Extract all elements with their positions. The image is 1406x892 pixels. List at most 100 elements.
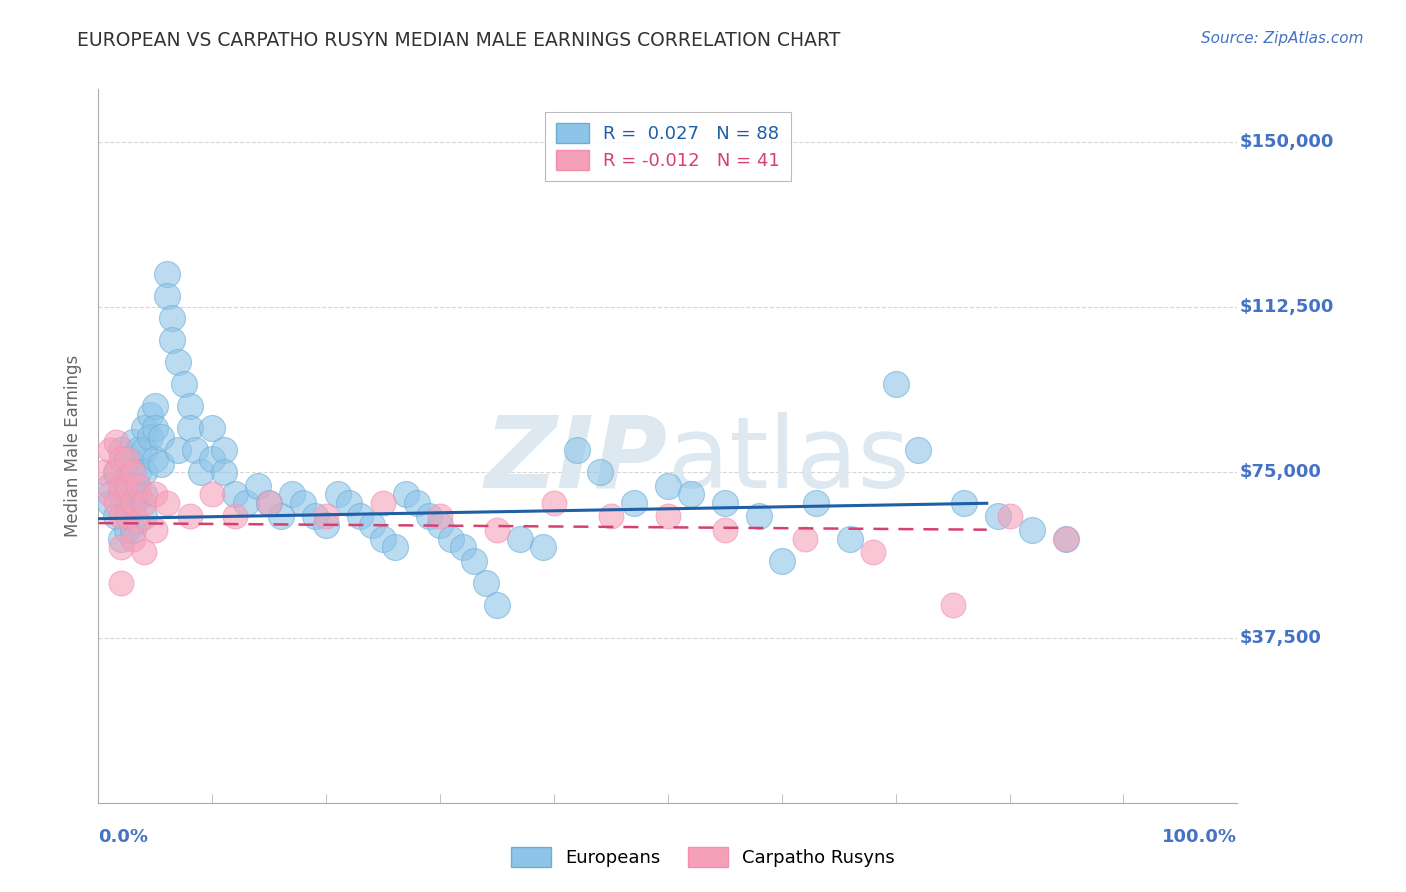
- Point: [127, 466, 149, 480]
- Text: 0.0%: 0.0%: [98, 828, 149, 846]
- Point: [115, 478, 138, 492]
- Point: [201, 421, 224, 435]
- Text: $112,500: $112,500: [1240, 298, 1334, 317]
- Point: [127, 443, 149, 458]
- Point: [224, 509, 246, 524]
- Point: [115, 452, 138, 467]
- Point: [150, 457, 173, 471]
- Legend: R =  0.027   N = 88, R = -0.012   N = 41: R = 0.027 N = 88, R = -0.012 N = 41: [546, 112, 790, 181]
- Point: [987, 509, 1010, 524]
- Point: [907, 443, 929, 458]
- Point: [600, 509, 623, 524]
- Point: [184, 443, 207, 458]
- Point: [326, 487, 349, 501]
- Point: [486, 598, 509, 612]
- Point: [104, 466, 127, 480]
- Point: [104, 466, 127, 480]
- Point: [121, 466, 143, 480]
- Point: [451, 541, 474, 555]
- Point: [486, 523, 509, 537]
- Point: [998, 509, 1021, 524]
- Point: [281, 487, 304, 501]
- Point: [474, 575, 496, 590]
- Point: [179, 400, 201, 414]
- Point: [1021, 523, 1043, 537]
- Point: [360, 518, 382, 533]
- Point: [304, 509, 326, 524]
- Point: [1054, 532, 1078, 546]
- Point: [110, 443, 132, 458]
- Point: [127, 514, 149, 528]
- Point: [138, 430, 160, 444]
- Point: [156, 289, 179, 303]
- Point: [132, 496, 155, 510]
- Point: [371, 532, 394, 546]
- Text: ZIP: ZIP: [485, 412, 668, 508]
- Text: EUROPEAN VS CARPATHO RUSYN MEDIAN MALE EARNINGS CORRELATION CHART: EUROPEAN VS CARPATHO RUSYN MEDIAN MALE E…: [77, 31, 841, 50]
- Point: [145, 400, 167, 414]
- Point: [121, 496, 143, 510]
- Point: [98, 496, 121, 510]
- Point: [429, 509, 451, 524]
- Point: [156, 496, 179, 510]
- Point: [384, 541, 406, 555]
- Point: [270, 509, 292, 524]
- Point: [110, 487, 132, 501]
- Point: [463, 553, 485, 567]
- Point: [110, 509, 132, 524]
- Point: [259, 496, 281, 510]
- Point: [121, 478, 143, 492]
- Point: [162, 311, 184, 326]
- Point: [138, 408, 160, 422]
- Point: [173, 377, 195, 392]
- Point: [132, 487, 155, 501]
- Point: [714, 523, 737, 537]
- Point: [156, 267, 179, 281]
- Point: [104, 434, 127, 449]
- Point: [337, 496, 360, 510]
- Point: [132, 421, 155, 435]
- Point: [531, 541, 554, 555]
- Point: [543, 496, 565, 510]
- Legend: Europeans, Carpatho Rusyns: Europeans, Carpatho Rusyns: [505, 839, 901, 874]
- Point: [623, 496, 645, 510]
- Text: $150,000: $150,000: [1240, 133, 1334, 151]
- Point: [212, 466, 235, 480]
- Point: [201, 487, 224, 501]
- Point: [98, 478, 121, 492]
- Point: [115, 523, 138, 537]
- Point: [1054, 532, 1078, 546]
- Point: [127, 478, 149, 492]
- Point: [418, 509, 440, 524]
- Point: [201, 452, 224, 467]
- Point: [110, 532, 132, 546]
- Point: [440, 532, 463, 546]
- Text: $75,000: $75,000: [1240, 464, 1322, 482]
- Point: [371, 496, 394, 510]
- Point: [162, 333, 184, 347]
- Point: [110, 478, 132, 492]
- Point: [190, 466, 212, 480]
- Point: [179, 421, 201, 435]
- Point: [110, 541, 132, 555]
- Point: [145, 523, 167, 537]
- Point: [110, 575, 132, 590]
- Point: [167, 443, 190, 458]
- Point: [132, 443, 155, 458]
- Point: [224, 487, 246, 501]
- Point: [679, 487, 702, 501]
- Point: [770, 553, 793, 567]
- Point: [315, 518, 337, 533]
- Point: [132, 466, 155, 480]
- Point: [98, 443, 121, 458]
- Point: [150, 430, 173, 444]
- Point: [93, 466, 115, 480]
- Point: [588, 466, 610, 480]
- Point: [509, 532, 531, 546]
- Point: [292, 496, 315, 510]
- Point: [884, 377, 907, 392]
- Point: [565, 443, 588, 458]
- Point: [145, 421, 167, 435]
- Point: [793, 532, 815, 546]
- Point: [121, 457, 143, 471]
